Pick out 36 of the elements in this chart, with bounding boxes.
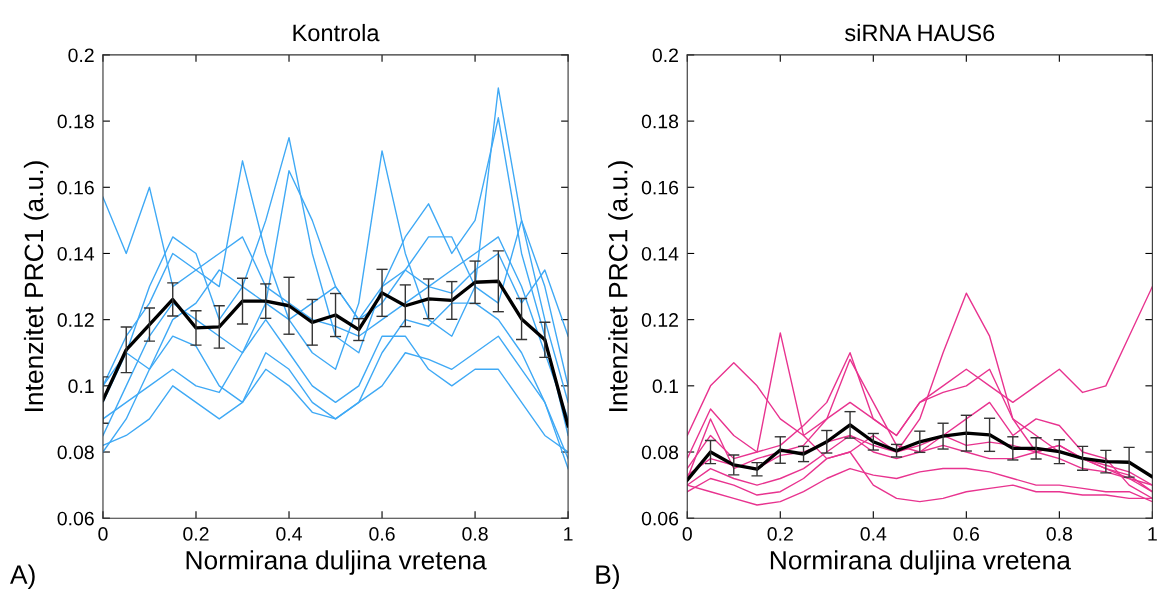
text: B) (596, 564, 619, 590)
chart-title: Kontrola (293, 23, 380, 42)
x-tick-label: 0.4 (276, 527, 302, 541)
x-axis-title: Normirana duljina vretena (770, 550, 1071, 575)
x-axis-title: Normirana duljina vretena (186, 550, 487, 575)
y-tick-label: 0.1 (68, 379, 94, 394)
y-tick-label: 0.12 (57, 313, 94, 327)
x-tick-label: 0 (682, 527, 692, 541)
y-tick-label: 0.12 (641, 313, 678, 327)
y-tick-label: 0.2 (68, 48, 94, 63)
y-tick-label: 0.18 (57, 114, 94, 129)
text: A) (10, 564, 35, 590)
y-tick-label: 0.08 (641, 445, 679, 460)
y-tick-label: 0.06 (57, 511, 94, 526)
y-tick-label: 0.14 (641, 246, 679, 261)
y-tick-label: 0.16 (57, 180, 94, 195)
y-axis-title: Intenzitet PRC1 (a.u.) (23, 161, 49, 411)
x-tick-label: 1 (1148, 527, 1157, 541)
x-tick-label: 0.6 (369, 527, 395, 541)
y-tick-label: 0.14 (57, 246, 95, 261)
x-tick-label: 0.4 (860, 527, 887, 541)
y-tick-label: 0.08 (57, 445, 94, 460)
x-tick-label: 1 (564, 527, 573, 541)
y-tick-label: 0.06 (641, 511, 679, 526)
y-tick-label: 0.2 (652, 48, 678, 63)
x-tick-label: 0.8 (462, 527, 488, 541)
chart-title: siRNA HAUS6 (845, 23, 995, 42)
x-tick-label: 0.6 (953, 527, 979, 541)
x-tick-label: 0.2 (767, 527, 793, 541)
y-axis-title: Intenzitet PRC1 (a.u.) (608, 161, 633, 411)
x-tick-label: 0.2 (183, 527, 209, 541)
x-tick-label: 0 (98, 527, 108, 541)
y-tick-label: 0.16 (641, 180, 679, 195)
y-tick-label: 0.18 (641, 114, 679, 129)
x-tick-label: 0.8 (1046, 527, 1073, 541)
y-tick-label: 0.1 (652, 379, 678, 394)
